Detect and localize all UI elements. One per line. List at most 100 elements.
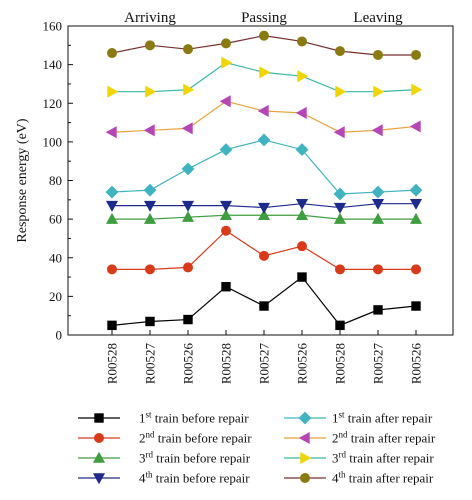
y-tick-label: 40: [49, 250, 62, 265]
y-tick-label: 80: [49, 173, 62, 188]
x-tick-label: R00527: [257, 343, 272, 385]
section-label-arriving: Arriving: [124, 10, 176, 26]
x-tick-label: R00528: [333, 343, 348, 384]
data-point-s1-4: [221, 282, 231, 292]
data-point-s4-7: [333, 202, 347, 214]
x-tick-label: R00528: [219, 343, 234, 384]
data-point-s8-5: [259, 30, 269, 41]
legend-marker-5: [298, 411, 312, 425]
data-point-s1-3: [183, 314, 193, 325]
data-point-s7-7: [335, 85, 347, 98]
data-point-s7-5: [259, 66, 271, 79]
y-tick-label: 120: [43, 96, 63, 111]
y-tick-label: 60: [49, 212, 62, 227]
data-point-s1-5: [259, 301, 269, 311]
data-point-s2-8: [373, 264, 383, 275]
legend-group: 1st train before repair 2nd train before …: [78, 410, 436, 486]
data-point-s4-4: [219, 200, 233, 212]
y-tick-label: 0: [56, 328, 63, 343]
y-tick-label: 160: [43, 19, 63, 34]
y-tick-label: 140: [43, 57, 63, 72]
data-point-s5-4: [219, 143, 233, 157]
legend-marker-1: [94, 413, 104, 423]
legend-marker-4: [92, 473, 106, 485]
data-point-s8-9: [411, 49, 421, 60]
y-axis-title: Response energy (eV): [15, 118, 30, 242]
data-point-s3-2: [143, 212, 157, 224]
data-point-s4-2: [143, 200, 157, 212]
legend-marker-6: [298, 431, 310, 445]
data-point-s5-6: [295, 143, 309, 157]
data-point-s6-6: [295, 106, 307, 119]
legend-label-2: 2nd train before repair: [139, 430, 252, 446]
data-point-s7-4: [221, 56, 233, 69]
data-point-s6-4: [219, 95, 231, 108]
x-tick-label: R00527: [371, 343, 386, 385]
series-line-1: [111, 276, 417, 327]
section-label-passing: Passing: [241, 10, 287, 26]
data-point-s2-7: [335, 264, 345, 275]
data-point-s7-3: [183, 83, 195, 96]
series-group: [105, 30, 423, 331]
data-point-s5-8: [371, 185, 385, 199]
section-label-leaving: Leaving: [353, 10, 403, 26]
data-point-s4-3: [181, 200, 195, 212]
data-point-s7-1: [107, 85, 119, 98]
data-point-s1-8: [373, 305, 383, 315]
x-tick-label: R00526: [409, 343, 424, 385]
data-point-s1-2: [145, 316, 155, 327]
section-labels-group: Arriving Passing Leaving: [124, 10, 403, 26]
data-point-s5-5: [257, 133, 271, 147]
series-line-2: [112, 229, 416, 270]
data-point-s2-1: [107, 264, 117, 275]
data-point-s2-5: [259, 250, 269, 261]
y-tick-label: 100: [43, 134, 63, 149]
series-line-7: [112, 62, 417, 93]
data-point-s3-7: [333, 212, 347, 224]
data-point-s8-8: [373, 49, 383, 60]
data-point-s2-2: [145, 264, 155, 275]
data-point-s6-5: [257, 104, 269, 118]
legend-label-3: 3rd train before repair: [139, 450, 251, 466]
legend-marker-3: [92, 451, 106, 463]
data-point-s6-9: [409, 120, 421, 133]
data-point-s3-4: [219, 209, 233, 220]
data-point-s2-3: [183, 262, 193, 273]
x-tick-label: R00526: [181, 343, 196, 385]
data-point-s6-1: [105, 126, 117, 139]
data-point-s8-7: [335, 46, 345, 57]
data-point-s7-2: [145, 85, 157, 98]
x-tick-label: R00526: [295, 343, 310, 385]
data-point-s5-7: [333, 187, 347, 201]
y-tick-label: 20: [49, 289, 62, 304]
data-point-s3-1: [105, 212, 119, 224]
data-point-s5-2: [143, 183, 157, 197]
data-point-s3-6: [295, 209, 309, 220]
data-point-s8-3: [183, 44, 193, 55]
axes-group: 0 20 40 60 80 100 120 140 160 R00528 R00527 R00526 R…: [15, 19, 454, 385]
data-point-s4-6: [295, 198, 309, 210]
data-point-s5-9: [409, 183, 423, 197]
data-point-s4-9: [409, 198, 423, 210]
data-point-s6-8: [371, 124, 383, 137]
legend-label-7: 3rd train after repair: [332, 450, 434, 466]
data-point-s1-1: [107, 320, 117, 331]
data-point-s7-9: [411, 83, 423, 96]
x-tick-label: R00528: [105, 343, 120, 384]
legend-label-6: 2nd train after repair: [332, 430, 436, 446]
legend-label-8: 4th train after repair: [332, 470, 434, 486]
data-point-s6-2: [143, 124, 155, 137]
legend-label-4: 4th train before repair: [139, 470, 250, 486]
data-point-s3-5: [257, 209, 271, 220]
data-point-s4-8: [371, 198, 385, 210]
data-point-s2-9: [411, 264, 421, 275]
x-tick-label: R00527: [143, 343, 158, 385]
data-point-s5-3: [181, 162, 195, 176]
data-point-s6-7: [333, 126, 345, 139]
data-point-s6-3: [181, 122, 193, 135]
data-point-s7-6: [297, 70, 309, 83]
data-point-s8-6: [297, 36, 307, 47]
data-point-s3-8: [371, 212, 385, 224]
data-point-s2-4: [221, 225, 231, 236]
